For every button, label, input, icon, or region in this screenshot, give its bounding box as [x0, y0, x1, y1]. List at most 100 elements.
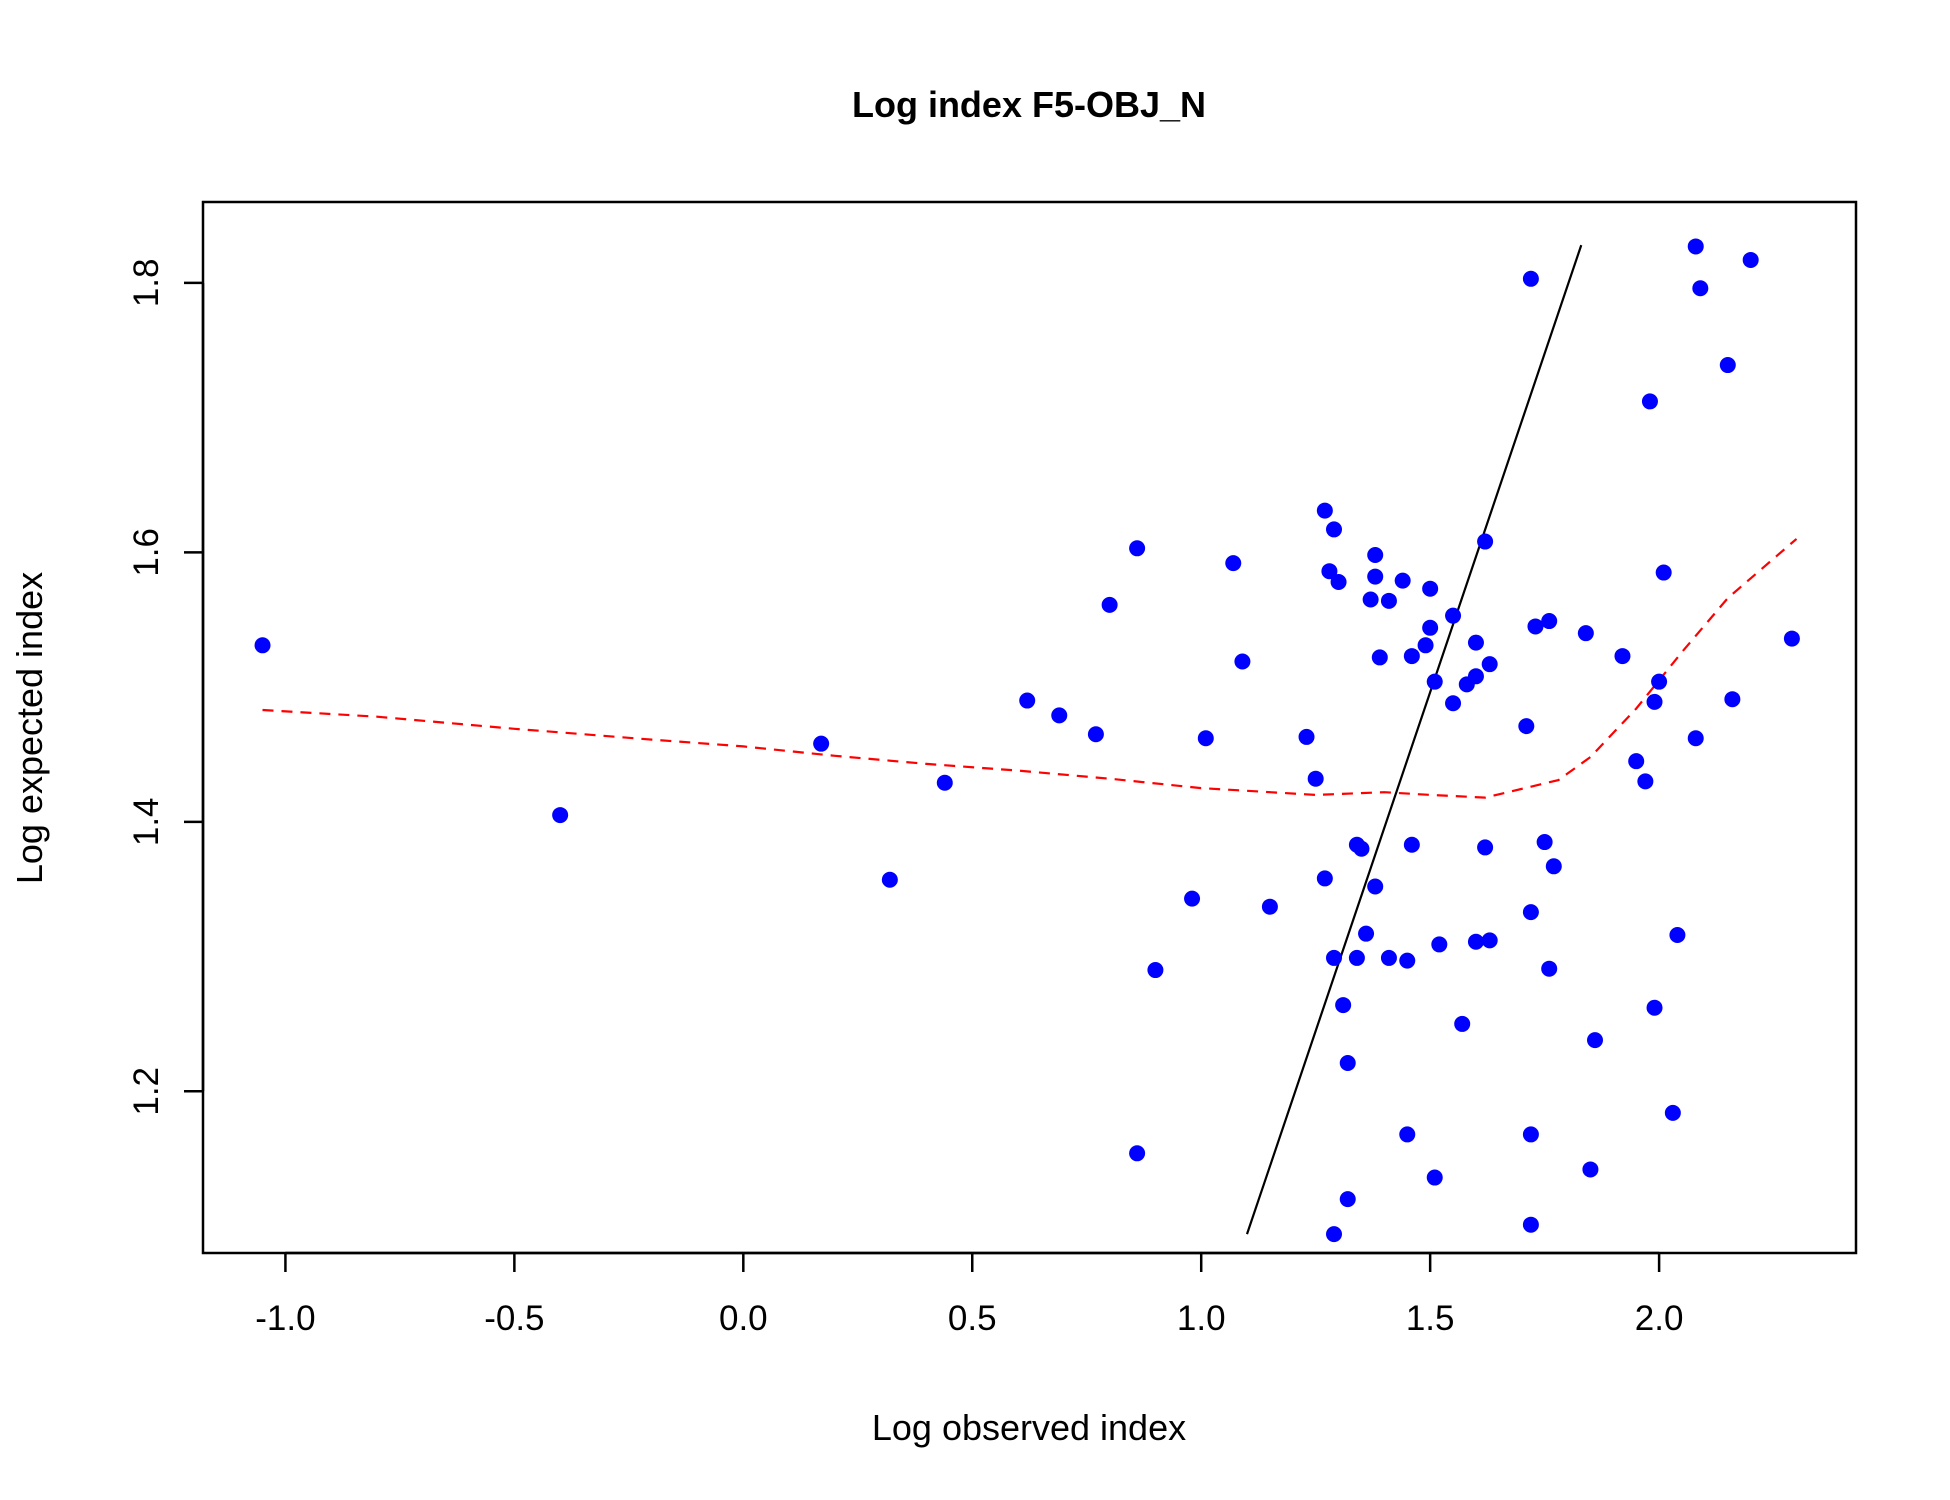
data-point — [1614, 648, 1631, 665]
data-point — [1394, 572, 1411, 589]
data-point — [1225, 555, 1242, 572]
data-point — [1522, 1216, 1539, 1233]
x-tick-label: 1.0 — [1177, 1299, 1226, 1338]
data-point — [1422, 619, 1439, 636]
data-point — [1316, 502, 1333, 519]
data-point — [1628, 753, 1645, 770]
data-point — [1445, 607, 1462, 624]
data-point — [1481, 656, 1498, 673]
data-points — [254, 238, 1800, 1243]
x-tick-label: -1.0 — [255, 1299, 315, 1338]
data-point — [1339, 1055, 1356, 1072]
data-point — [1783, 630, 1800, 647]
data-point — [1646, 693, 1663, 710]
y-tick-label: 1.2 — [127, 1067, 166, 1116]
data-point — [1477, 533, 1494, 550]
data-point — [1403, 648, 1420, 665]
data-point — [1261, 898, 1278, 915]
data-point — [1426, 673, 1443, 690]
data-point — [1234, 653, 1251, 670]
data-point — [1326, 1226, 1342, 1243]
data-point — [1362, 591, 1379, 608]
data-point — [1371, 649, 1388, 666]
data-point — [1307, 770, 1324, 787]
data-point — [1481, 932, 1498, 949]
data-point — [1321, 563, 1338, 580]
data-point — [1339, 1191, 1356, 1208]
data-point — [1399, 1126, 1416, 1143]
data-point — [1724, 691, 1741, 708]
data-point — [1326, 949, 1342, 966]
data-point — [1367, 878, 1384, 895]
data-point — [1087, 726, 1104, 743]
data-point — [1518, 718, 1535, 735]
data-point — [1298, 728, 1315, 745]
y-tick-label: 1.4 — [127, 797, 166, 846]
data-point — [1655, 564, 1672, 581]
data-point — [1422, 580, 1439, 597]
data-point — [1687, 238, 1704, 255]
y-tick-label: 1.6 — [127, 528, 166, 577]
data-point — [881, 871, 898, 888]
data-point — [1669, 927, 1686, 944]
data-point — [1330, 573, 1347, 590]
data-point — [813, 735, 830, 752]
data-point — [1522, 1126, 1539, 1143]
data-point — [1641, 393, 1658, 410]
data-point — [1687, 730, 1704, 747]
data-point — [1651, 673, 1668, 690]
data-point — [1431, 936, 1448, 953]
data-point — [1358, 925, 1375, 942]
chart-lines — [262, 244, 1798, 1235]
data-point — [1467, 668, 1484, 685]
data-point — [1587, 1032, 1603, 1049]
data-point — [1403, 836, 1420, 853]
chart-title: Log index F5-OBJ_N — [852, 84, 1206, 125]
x-axis-label: Log observed index — [872, 1407, 1186, 1448]
data-point — [1051, 707, 1068, 724]
data-point — [1541, 613, 1558, 630]
plot-frame — [201, 200, 1858, 1255]
data-point — [1454, 1015, 1471, 1032]
data-point — [1129, 1145, 1146, 1162]
data-point — [1545, 858, 1562, 875]
data-point — [1536, 834, 1553, 851]
data-point — [936, 774, 953, 791]
data-point — [1664, 1104, 1681, 1121]
data-point — [1380, 592, 1397, 609]
data-point — [1467, 634, 1484, 651]
data-point — [1367, 547, 1384, 564]
smooth-trend-line — [262, 538, 1798, 799]
data-point — [1527, 618, 1544, 635]
data-point — [1129, 540, 1146, 557]
data-point — [1348, 949, 1365, 966]
data-point — [1019, 692, 1036, 709]
data-point — [1184, 890, 1201, 907]
x-tick-label: 1.5 — [1406, 1299, 1455, 1338]
data-point — [1399, 952, 1416, 969]
y-axis-label: Log expected index — [9, 572, 50, 884]
data-point — [1326, 521, 1342, 538]
x-tick-label: 0.0 — [719, 1299, 768, 1338]
data-point — [1719, 357, 1736, 374]
data-point — [1417, 637, 1434, 654]
data-point — [1445, 695, 1462, 712]
data-point — [1467, 933, 1484, 950]
data-point — [1197, 730, 1214, 747]
x-tick-label: 0.5 — [948, 1299, 997, 1338]
data-point — [1522, 904, 1539, 921]
data-point — [1335, 997, 1352, 1014]
data-point — [1101, 596, 1118, 613]
data-point — [1577, 625, 1594, 642]
data-point — [1637, 773, 1654, 790]
data-point — [1541, 960, 1558, 977]
data-point — [1316, 870, 1333, 887]
y-tick-label: 1.8 — [127, 259, 166, 308]
data-point — [1646, 999, 1663, 1016]
reference-line — [1245, 244, 1583, 1235]
y-axis: 1.2 1.4 1.6 1.8 — [127, 259, 205, 1116]
data-point — [1522, 270, 1539, 287]
data-point — [1692, 280, 1709, 297]
data-point — [552, 807, 569, 824]
